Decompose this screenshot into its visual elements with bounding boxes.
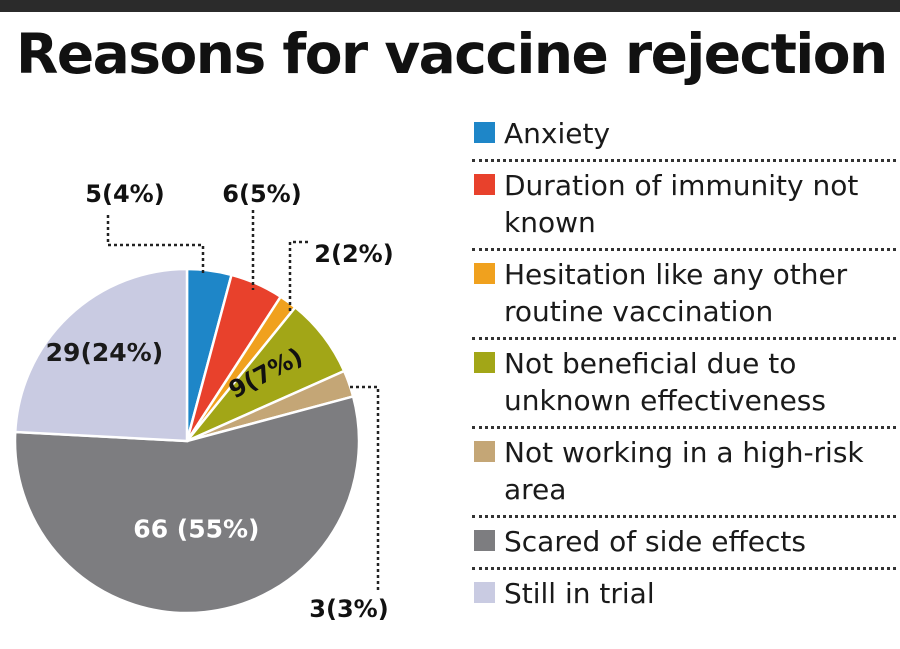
legend-swatch: [474, 441, 495, 462]
legend-item-not-working-in-a-high-risk-area: Not working in a high-risk area: [472, 429, 896, 518]
legend-item-hesitation-like-any-other-routine-vaccination: Hesitation like any other routine vaccin…: [472, 251, 896, 340]
pie-slices: [13, 267, 361, 615]
pie-slice-still-in-trial: [13, 267, 189, 443]
top-bar: [0, 0, 900, 12]
legend-swatch: [474, 263, 495, 284]
legend-label: Anxiety: [504, 117, 611, 150]
legend-label: Scared of side effects: [504, 525, 806, 558]
legend-label: Not working in a high-risk area: [504, 436, 864, 506]
pie-slice-scared-of-side-effects: [13, 394, 361, 615]
legend-swatch: [474, 530, 495, 551]
legend-item-not-beneficial-due-to-unknown-effectiveness: Not beneficial due to unknown effectiven…: [472, 340, 896, 429]
legend-label: Hesitation like any other routine vaccin…: [504, 258, 848, 328]
leader-hesitation: [288, 240, 308, 312]
legend-label: Duration of immunity not known: [504, 169, 859, 239]
legend-label: Not beneficial due to unknown effectiven…: [504, 347, 826, 417]
legend-item-duration-of-immunity-not-known: Duration of immunity not known: [472, 162, 896, 251]
legend-label: Still in trial: [504, 577, 655, 610]
slice-label-still-in-trial: 29(24%): [46, 338, 163, 367]
leader-anxiety: [106, 215, 205, 275]
leader-not-working: [350, 385, 380, 590]
legend-item-scared-of-side-effects: Scared of side effects: [472, 518, 896, 570]
legend-item-anxiety: Anxiety: [472, 110, 896, 162]
slice-labels: 5(4%) 6(5%)2(2%)9(7%)3(3%)66 (55%)29(24%): [46, 180, 394, 623]
slice-label-hesitation-like-any-other-routine-vaccination: 2(2%): [314, 240, 393, 268]
legend-swatch: [474, 174, 495, 195]
legend: Anxiety Duration of immunity not known Hes…: [472, 110, 896, 619]
legend-swatch: [474, 352, 495, 373]
legend-item-still-in-trial: Still in trial: [472, 570, 896, 619]
leader-lines: [106, 210, 380, 590]
pie-chart: 5(4%) 6(5%)2(2%)9(7%)3(3%)66 (55%)29(24%): [13, 180, 394, 623]
slice-label-duration-of-immunity-not-known: 6(5%): [222, 180, 301, 208]
legend-swatch: [474, 582, 495, 603]
chart-title: Reasons for vaccine rejection: [16, 22, 888, 86]
legend-swatch: [474, 122, 495, 143]
slice-label-scared-of-side-effects: 66 (55%): [133, 515, 259, 544]
slice-label-not-working-in-a-high-risk-area: 3(3%): [309, 595, 388, 623]
slice-label-anxiety: 5(4%): [85, 180, 164, 208]
